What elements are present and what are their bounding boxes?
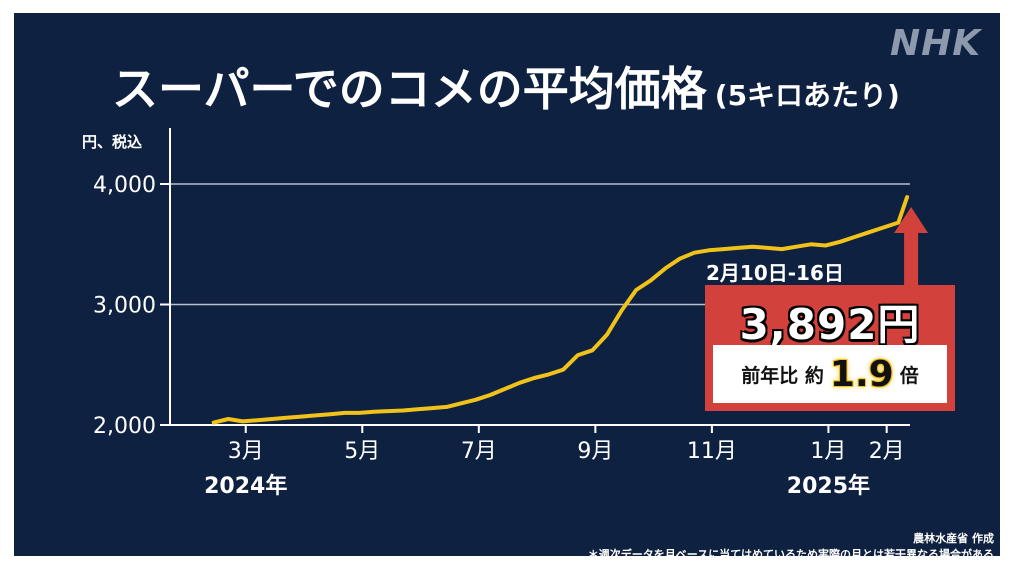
x-tick-label: 9月	[577, 439, 613, 464]
x-tick-label: 1月	[810, 439, 846, 464]
y-axis-unit-label: 円、税込	[82, 133, 143, 151]
source-credit: 農林水産省 作成	[913, 532, 994, 545]
chart-title: スーパーでのコメの平均価格	[112, 62, 707, 116]
chart-subtitle: (5キロあたり)	[714, 79, 900, 112]
latest-value-callout: 3,892円 前年比 約 1.9 倍	[705, 285, 955, 411]
x-axis-ticks: 3月 5月 7月 9月 11月 1月 2月 2024年 2025年	[204, 425, 905, 499]
y-tick-label: 3,000	[93, 294, 156, 319]
x-tick-label: 7月	[461, 439, 497, 464]
chart-panel: NHK スーパーでのコメの平均価格 (5キロあたり) 円、税込 農林水産省 作成 …	[14, 13, 1000, 561]
series-layer	[211, 195, 910, 425]
callout-arrow	[894, 207, 929, 290]
x-tick-label: 2月	[869, 439, 905, 464]
year-over-year-box: 前年比 約 1.9 倍	[713, 345, 947, 403]
series-line	[211, 195, 910, 425]
callout-date: 2月10日-16日	[706, 261, 844, 285]
nhk-logo: NHK	[890, 23, 982, 64]
x-tick-label: 3月	[228, 439, 264, 464]
callout-arrow-shape	[894, 207, 929, 290]
x-tick-label: 5月	[344, 439, 380, 464]
yoy-value: 1.9	[829, 353, 894, 395]
x-tick-label: 11月	[687, 439, 737, 464]
chart-title-block: スーパーでのコメの平均価格 (5キロあたり)	[112, 53, 900, 119]
y-tick-label: 4,000	[93, 173, 156, 198]
y-tick-label: 2,000	[93, 414, 156, 439]
yoy-unit: 倍	[899, 364, 919, 387]
year-label: 2024年	[204, 473, 287, 499]
footnote: ＊週次データを月ベースに当てはめているため実際の月とは若干異なる場合がある	[587, 548, 994, 561]
y-axis-ticks: 2,000 3,000 4,000	[93, 173, 170, 439]
callout-value: 3,892円	[739, 300, 921, 349]
yoy-label: 前年比 約	[741, 364, 824, 387]
year-label: 2025年	[787, 473, 870, 499]
